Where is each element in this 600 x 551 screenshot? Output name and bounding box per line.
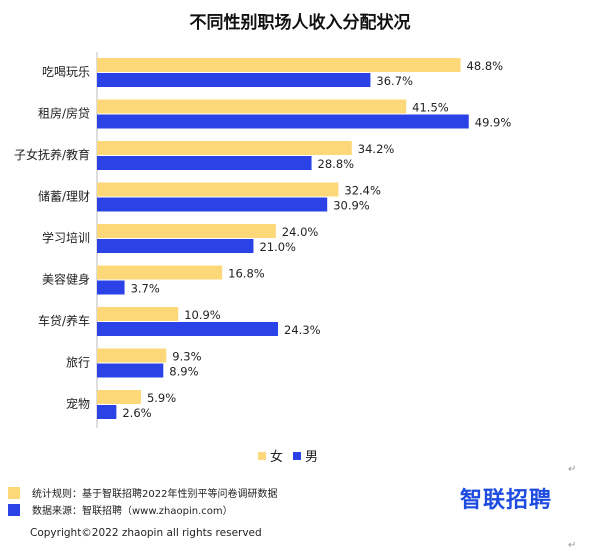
notes: 统计规则：基于智联招聘2022年性别平等问卷调研数据 数据来源：智联招聘（www… [8, 484, 277, 518]
bar-male [97, 322, 279, 336]
legend: 女 男 [258, 446, 318, 465]
note-rule-text: 统计规则：基于智联招聘2022年性别平等问卷调研数据 [32, 489, 278, 500]
note-swatch-source [8, 503, 20, 516]
value-label: 9.3% [172, 350, 201, 364]
value-label: 30.9% [333, 199, 370, 213]
bar-female [97, 58, 461, 72]
bar-male [97, 239, 254, 253]
value-label: 3.7% [131, 282, 160, 296]
bar-male [97, 363, 164, 378]
category-label: 租房/房贷 [38, 106, 90, 121]
category-label: 吃喝玩乐 [42, 65, 90, 79]
category-label: 学习培训 [42, 230, 90, 245]
value-label: 24.0% [282, 225, 319, 239]
note-swatch-rule [8, 486, 20, 499]
value-label: 16.8% [228, 267, 265, 281]
bar-female [97, 224, 276, 238]
legend-label-male: 男 [305, 450, 319, 465]
bar-male [97, 156, 312, 170]
bar-female [97, 99, 407, 114]
return-mark: ↵ [568, 464, 577, 475]
value-label: 41.5% [412, 101, 449, 115]
return-mark: ↵ [568, 540, 577, 551]
value-label: 36.7% [376, 74, 413, 88]
category-label: 子女抚养/教育 [14, 147, 90, 162]
bar-female [97, 141, 352, 155]
legend-swatch-male [293, 451, 302, 460]
category-label: 车贷/养车 [38, 313, 90, 328]
note-source: 数据来源：智联招聘（www.zhaopin.com） [8, 501, 277, 518]
bar-male [97, 114, 469, 129]
value-label: 34.2% [358, 142, 395, 156]
bar-female [97, 390, 141, 404]
value-label: 10.9% [184, 308, 221, 322]
category-label: 储蓄/理财 [38, 189, 90, 204]
bar-male [97, 73, 371, 87]
value-label: 8.9% [169, 365, 198, 379]
bar-female [97, 307, 179, 321]
note-source-text: 数据来源：智联招聘（www.zhaopin.com） [32, 506, 233, 517]
copyright: Copyright©2022 zhaopin all rights reserv… [30, 527, 262, 539]
legend-swatch-female [258, 451, 266, 460]
legend-label-female: 女 [270, 450, 284, 465]
note-rule: 统计规则：基于智联招聘2022年性别平等问卷调研数据 [8, 484, 277, 501]
value-label: 21.0% [259, 240, 296, 254]
chart-title: 不同性别职场人收入分配状况 [189, 13, 411, 33]
bar-male [97, 405, 117, 419]
category-label: 旅行 [66, 356, 90, 370]
category-label: 宠物 [66, 396, 90, 411]
value-label: 32.4% [344, 184, 381, 198]
value-label: 24.3% [284, 323, 321, 337]
value-label: 28.8% [318, 157, 355, 171]
bar-male [97, 197, 328, 212]
zhaopin-logo: 智联招聘 [460, 488, 553, 513]
value-label: 5.9% [147, 391, 176, 405]
bar-female [97, 182, 339, 197]
bar-male [97, 280, 125, 295]
category-label: 美容健身 [42, 272, 90, 287]
bar-female [97, 348, 167, 363]
value-label: 49.9% [475, 116, 512, 130]
value-label: 2.6% [122, 406, 151, 420]
bar-female [97, 265, 223, 280]
value-label: 48.8% [467, 59, 504, 73]
